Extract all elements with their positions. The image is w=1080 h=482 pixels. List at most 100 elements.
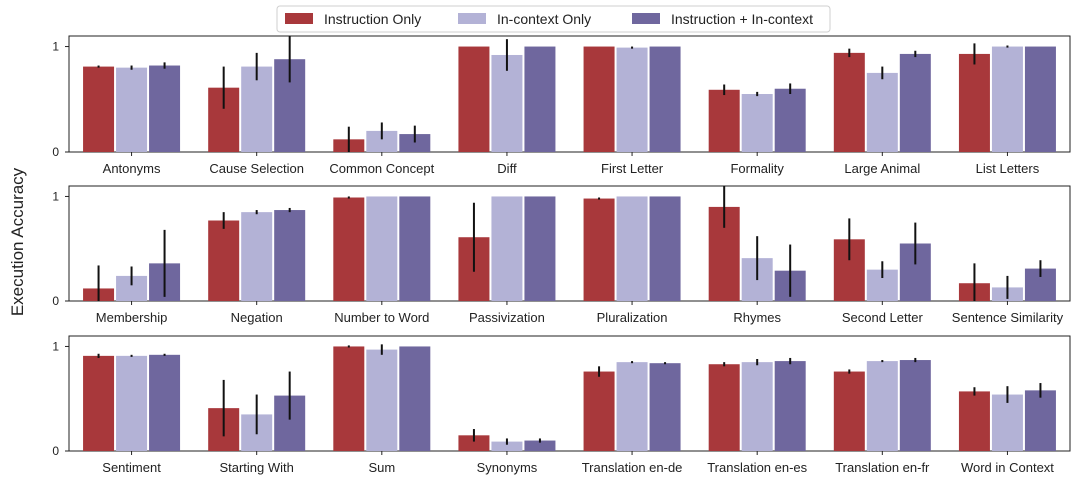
bar	[991, 394, 1023, 451]
y-tick-label: 0	[52, 294, 59, 308]
category-label: Membership	[96, 310, 168, 325]
bar	[741, 362, 773, 451]
bar	[649, 196, 681, 301]
bar	[366, 130, 398, 152]
category-label: Common Concept	[329, 161, 434, 176]
y-tick-label: 1	[52, 40, 59, 54]
legend: Instruction Only In-context Only Instructi…	[276, 5, 831, 33]
panel-3: 0 1 Sentiment Starting With Sum Synonyms Trans…	[52, 335, 1071, 475]
legend-label: Instruction Only	[324, 11, 421, 27]
legend-box	[276, 5, 831, 33]
category-label: Translation en-de	[582, 460, 683, 475]
category-label: Sum	[368, 460, 395, 475]
bar	[774, 88, 806, 152]
category-label: Sentence Similarity	[952, 310, 1064, 325]
bar	[583, 46, 615, 152]
bar	[708, 89, 740, 152]
bar	[149, 354, 181, 451]
category-label: Rhymes	[733, 310, 781, 325]
chart-panels: 0 1 Antonyms Cause Selection Common Concept D…	[52, 35, 1071, 475]
legend-label: Instruction + In-context	[671, 11, 813, 27]
category-label: Large Animal	[844, 161, 920, 176]
bar	[491, 196, 523, 301]
bar	[241, 66, 273, 152]
panel-1: 0 1 Antonyms Cause Selection Common Concept D…	[52, 35, 1071, 176]
category-label: Pluralization	[597, 310, 668, 325]
bar	[833, 371, 865, 451]
category-label: Number to Word	[334, 310, 429, 325]
bar	[149, 65, 181, 152]
axes-frame	[68, 35, 1071, 153]
bar	[458, 435, 490, 451]
bar	[741, 94, 773, 152]
bar	[616, 47, 648, 152]
bar	[366, 349, 398, 451]
category-label: List Letters	[976, 161, 1040, 176]
bar	[333, 346, 365, 451]
y-axis-label: Execution Accuracy	[8, 167, 27, 316]
bar	[774, 361, 806, 451]
bar	[583, 371, 615, 451]
legend-label: In-context Only	[497, 11, 591, 27]
y-tick-label: 0	[52, 145, 59, 159]
bar	[991, 46, 1023, 152]
bar	[399, 196, 431, 301]
category-label: Cause Selection	[209, 161, 304, 176]
bar	[708, 364, 740, 451]
bar	[399, 134, 431, 152]
category-label: Synonyms	[477, 460, 538, 475]
bar	[958, 391, 990, 451]
category-label: Negation	[231, 310, 283, 325]
bar	[866, 72, 898, 152]
bar	[274, 210, 306, 301]
axes-frame	[68, 185, 1071, 302]
y-tick-label: 0	[52, 444, 59, 458]
category-label: Antonyms	[103, 161, 161, 176]
legend-swatch	[458, 13, 486, 24]
bar	[833, 52, 865, 152]
bar	[116, 67, 148, 152]
bar	[1024, 46, 1056, 152]
bar	[524, 440, 556, 451]
bar	[241, 212, 273, 301]
panel-2: 0 1 Membership Negation Number to Word Passiv…	[52, 185, 1071, 325]
bar	[491, 54, 523, 152]
bar	[458, 46, 490, 152]
bar	[616, 196, 648, 301]
bar	[116, 355, 148, 451]
category-label: Translation en-fr	[835, 460, 930, 475]
category-label: Passivization	[469, 310, 545, 325]
bar	[583, 198, 615, 301]
bar	[899, 53, 931, 152]
bar	[1024, 390, 1056, 451]
y-tick-label: 1	[52, 189, 59, 203]
category-label: Translation en-es	[707, 460, 807, 475]
bar	[958, 53, 990, 152]
category-label: Sentiment	[102, 460, 161, 475]
bar	[524, 46, 556, 152]
category-label: Diff	[497, 161, 517, 176]
category-label: Word in Context	[961, 460, 1054, 475]
category-label: Formality	[730, 161, 784, 176]
bar	[333, 197, 365, 301]
bar	[83, 66, 115, 152]
axes-frame	[68, 335, 1071, 452]
bar	[866, 361, 898, 451]
category-label: Starting With	[219, 460, 293, 475]
bar	[649, 363, 681, 451]
legend-swatch	[632, 13, 660, 24]
bar	[399, 346, 431, 451]
y-tick-label: 1	[52, 339, 59, 353]
bar	[208, 220, 240, 301]
bar	[83, 355, 115, 451]
category-label: First Letter	[601, 161, 664, 176]
bar	[899, 360, 931, 451]
bar	[649, 46, 681, 152]
bar	[524, 196, 556, 301]
category-label: Second Letter	[842, 310, 924, 325]
bar	[366, 196, 398, 301]
bar	[491, 441, 523, 451]
bar	[616, 362, 648, 451]
legend-swatch	[285, 13, 313, 24]
